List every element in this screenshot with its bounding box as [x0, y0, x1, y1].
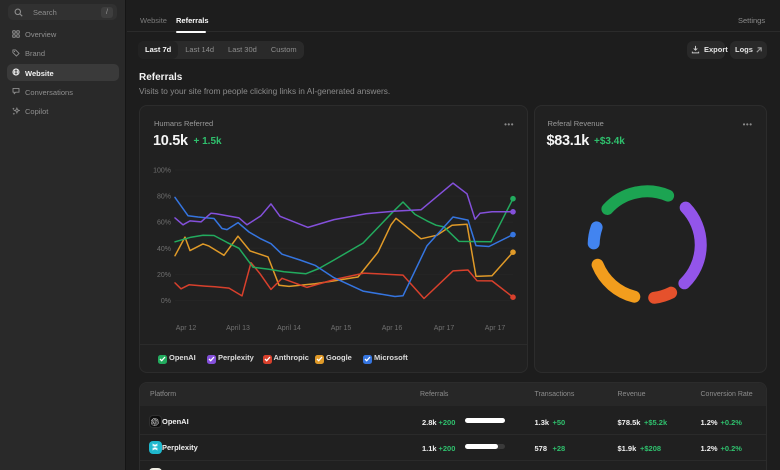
svg-text:Apr 15: Apr 15 [331, 325, 352, 332]
svg-text:April 14: April 14 [277, 325, 301, 332]
svg-text:Apr 12: Apr 12 [176, 325, 197, 332]
svg-text:60%: 60% [157, 220, 171, 227]
svg-text:0%: 0% [161, 298, 171, 305]
svg-text:100%: 100% [153, 168, 171, 175]
svg-text:Apr 17: Apr 17 [485, 325, 506, 332]
svg-text:Apr 16: Apr 16 [382, 325, 403, 332]
svg-text:Apr 17: Apr 17 [434, 325, 455, 332]
svg-text:40%: 40% [157, 246, 171, 253]
svg-text:80%: 80% [157, 194, 171, 201]
svg-text:20%: 20% [157, 272, 171, 279]
svg-text:April 13: April 13 [226, 325, 250, 332]
